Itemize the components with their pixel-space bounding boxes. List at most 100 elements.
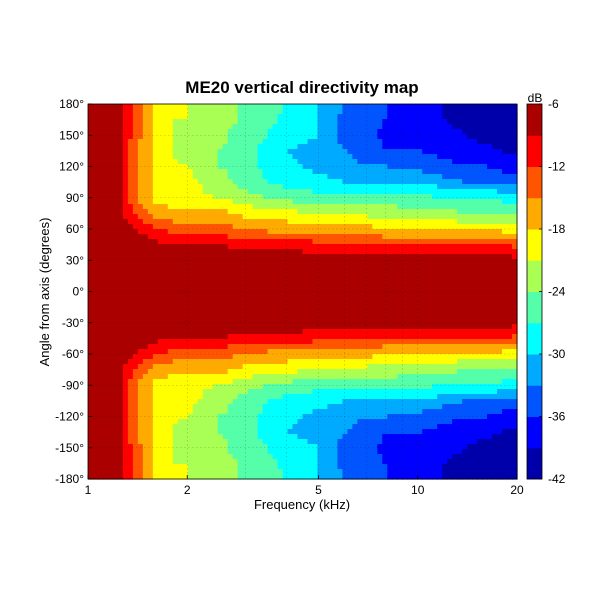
heatmap-cell [202,299,209,305]
heatmap-cell [162,249,169,255]
heatmap-cell [107,184,114,190]
heatmap-cell [117,439,124,445]
heatmap-cell [137,439,144,445]
heatmap-cell [172,179,179,185]
heatmap-cell [392,179,398,185]
heatmap-cell [387,304,393,310]
heatmap-cell [387,429,393,435]
heatmap-cell [172,244,179,250]
heatmap-cell [402,354,408,360]
heatmap-cell [272,449,279,455]
heatmap-cell [237,434,244,440]
heatmap-cell [267,429,274,435]
heatmap-cell [302,154,309,160]
heatmap-cell [267,109,274,115]
heatmap-cell [117,104,124,110]
heatmap-cell [257,409,264,415]
heatmap-cell [152,454,159,460]
heatmap-cell [357,319,363,325]
heatmap-cell [277,204,284,210]
heatmap-cell [92,429,99,435]
heatmap-cell [152,404,159,410]
heatmap-cell [88,144,94,150]
heatmap-cell [92,269,99,275]
heatmap-cell [412,244,418,250]
heatmap-cell [117,379,124,385]
heatmap-cell [137,139,144,145]
heatmap-cell [117,384,124,390]
heatmap-cell [357,309,363,315]
heatmap-cell [192,184,199,190]
heatmap-cell [117,304,124,310]
heatmap-cell [127,344,134,350]
heatmap-cell [252,369,259,375]
heatmap-cell [302,384,309,390]
heatmap-cell [102,364,109,370]
heatmap-cell [392,389,398,395]
heatmap-cell [147,149,154,155]
heatmap-cell [157,449,164,455]
heatmap-cell [347,209,353,215]
heatmap-cell [277,359,284,365]
heatmap-cell [292,109,299,115]
heatmap-cell [337,444,344,450]
heatmap-cell [392,384,398,390]
heatmap-cell [357,374,363,380]
heatmap-cell [367,204,373,210]
heatmap-cell [217,179,224,185]
heatmap-cell [227,109,234,115]
heatmap-cell [162,269,169,275]
heatmap-cell [292,224,299,230]
heatmap-cell [407,214,413,220]
heatmap-cell [222,164,229,170]
heatmap-cell [242,299,249,305]
heatmap-cell [187,164,194,170]
heatmap-cell [112,284,119,290]
heatmap-cell [262,394,269,400]
heatmap-cell [362,459,368,465]
heatmap-cell [147,329,154,335]
heatmap-cell [302,339,309,345]
heatmap-cell [362,209,368,215]
heatmap-cell [222,309,229,315]
heatmap-cell [102,264,109,270]
heatmap-cell [367,159,373,165]
heatmap-cell [287,199,294,205]
heatmap-cell [342,384,348,390]
heatmap-cell [157,469,164,475]
heatmap-cell [372,234,378,240]
heatmap-cell [352,104,358,110]
heatmap-cell [257,254,264,260]
heatmap-cell [92,129,99,135]
heatmap-cell [332,464,339,470]
heatmap-cell [172,134,179,140]
heatmap-cell [352,164,358,170]
heatmap-cell [302,299,309,305]
heatmap-cell [167,394,174,400]
heatmap-cell [112,374,119,380]
heatmap-cell [92,209,99,215]
heatmap-cell [397,449,403,455]
heatmap-cell [402,179,408,185]
heatmap-cell [417,209,423,215]
heatmap-cell [412,289,418,295]
heatmap-cell [242,364,249,370]
heatmap-cell [282,229,289,235]
heatmap-cell [212,314,219,320]
heatmap-cell [292,219,299,225]
heatmap-cell [167,424,174,430]
heatmap-cell [352,224,358,230]
heatmap-cell [352,299,358,305]
heatmap-cell [117,394,124,400]
heatmap-cell [252,389,259,395]
heatmap-cell [132,464,139,470]
heatmap-cell [307,469,314,475]
heatmap-cell [202,354,209,360]
heatmap-cell [317,329,324,335]
heatmap-cell [407,444,413,450]
heatmap-cell [322,419,329,425]
heatmap-cell [272,119,279,125]
heatmap-cell [182,189,189,195]
heatmap-cell [157,294,164,300]
heatmap-cell [282,464,289,470]
